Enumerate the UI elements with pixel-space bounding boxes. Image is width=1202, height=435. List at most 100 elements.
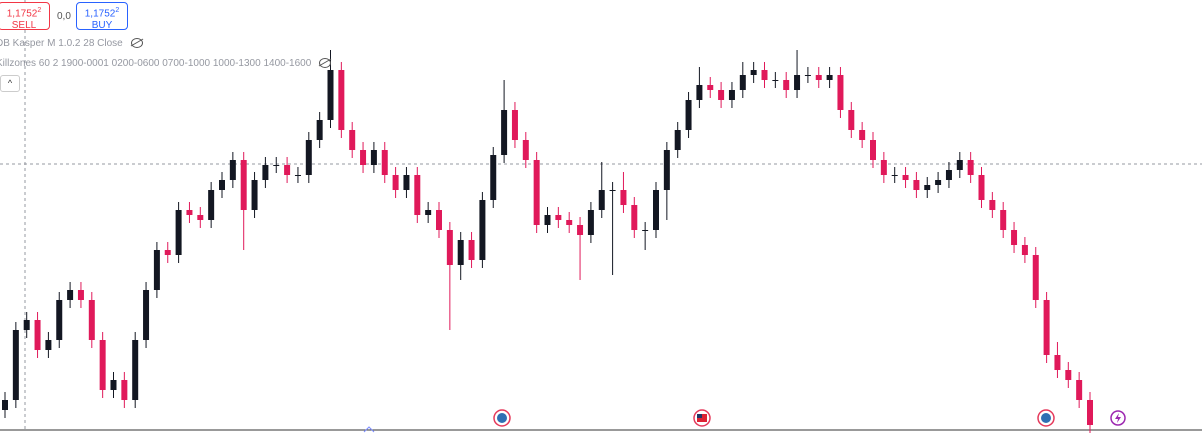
candle-body bbox=[501, 110, 508, 155]
candle-body bbox=[446, 230, 453, 265]
candle-body bbox=[381, 150, 388, 175]
candle-body bbox=[739, 75, 746, 90]
hide-icon[interactable] bbox=[319, 58, 332, 69]
candle-body bbox=[45, 340, 52, 350]
candle-body bbox=[273, 165, 280, 166]
candle-body bbox=[935, 180, 942, 185]
candle-body bbox=[685, 100, 692, 130]
collapse-button[interactable]: ^ bbox=[0, 75, 20, 92]
candle-body bbox=[1021, 245, 1028, 255]
indicator-name: Killzones 60 2 1900-0001 0200-0600 0700-… bbox=[0, 58, 312, 69]
candle-body bbox=[284, 165, 291, 175]
candle-body bbox=[1000, 210, 1007, 230]
candle-body bbox=[56, 300, 63, 340]
candle-body bbox=[967, 160, 974, 175]
candle-body bbox=[566, 220, 573, 225]
candle-body bbox=[609, 190, 616, 191]
alert-icon[interactable] bbox=[1110, 410, 1126, 426]
spread: 0,0 bbox=[57, 11, 71, 22]
candle-body bbox=[392, 175, 399, 190]
candle-body bbox=[1076, 380, 1083, 400]
candle-body bbox=[338, 70, 345, 130]
candle-body bbox=[794, 75, 801, 90]
candle-body bbox=[175, 210, 182, 255]
candle-body bbox=[945, 170, 952, 180]
candle-body bbox=[1087, 400, 1093, 425]
candle-body bbox=[197, 215, 204, 220]
candle-body bbox=[631, 205, 638, 230]
buy-price-pip: 2 bbox=[115, 7, 120, 14]
candle-body bbox=[555, 215, 562, 220]
indicator-legend[interactable]: DB Kasper M 1.0.2 28 Close bbox=[0, 38, 143, 49]
candle-body bbox=[1032, 255, 1039, 300]
sell-price: 1,1752 bbox=[6, 8, 38, 20]
candle-body bbox=[511, 110, 518, 140]
candle-body bbox=[1043, 300, 1050, 355]
candle-body bbox=[696, 85, 703, 100]
candle-body bbox=[1054, 355, 1061, 370]
candle-body bbox=[164, 250, 171, 255]
candle-body bbox=[208, 190, 215, 220]
candle-body bbox=[327, 70, 334, 120]
candle-body bbox=[143, 290, 150, 340]
event-icon[interactable] bbox=[493, 409, 511, 427]
candle-body bbox=[880, 160, 887, 175]
candle-body bbox=[577, 225, 584, 235]
candle-body bbox=[425, 210, 432, 215]
candle-body bbox=[294, 175, 301, 176]
candle-body bbox=[153, 250, 160, 290]
candle-body bbox=[804, 75, 811, 76]
candle-body bbox=[902, 175, 909, 180]
candle-body bbox=[23, 320, 30, 330]
candle-body bbox=[99, 340, 106, 390]
candle-body bbox=[533, 160, 540, 225]
candle-body bbox=[110, 380, 117, 390]
candle-body bbox=[891, 175, 898, 176]
candle-body bbox=[837, 75, 844, 110]
candle-body bbox=[544, 215, 551, 225]
event-icon[interactable] bbox=[693, 409, 711, 427]
candle-body bbox=[240, 160, 247, 210]
time-marker bbox=[363, 426, 375, 433]
buy-button[interactable]: 1,17522 BUY bbox=[76, 2, 128, 32]
candle-body bbox=[598, 190, 605, 210]
candle-body bbox=[457, 240, 464, 265]
candle-body bbox=[718, 90, 725, 100]
candle-body bbox=[67, 290, 74, 300]
candle-body bbox=[262, 165, 269, 180]
candle-body bbox=[132, 340, 139, 400]
candle-body bbox=[1011, 230, 1018, 245]
candle-body bbox=[783, 80, 790, 90]
candle-body bbox=[761, 70, 768, 80]
candle-body bbox=[750, 70, 757, 75]
candle-body bbox=[229, 160, 236, 180]
hide-icon[interactable] bbox=[130, 38, 143, 49]
candle-body bbox=[522, 140, 529, 160]
candle-body bbox=[305, 140, 312, 175]
candle-body bbox=[370, 150, 377, 165]
buy-label: BUY bbox=[91, 20, 113, 32]
candle-body bbox=[978, 175, 985, 200]
candle-body bbox=[34, 320, 41, 350]
candle-body bbox=[436, 210, 442, 230]
candle-body bbox=[674, 130, 681, 150]
candle-body bbox=[924, 185, 931, 190]
candle-body bbox=[653, 190, 659, 230]
candle-body bbox=[490, 155, 497, 200]
candle-body bbox=[77, 290, 84, 300]
candle-body bbox=[479, 200, 486, 260]
candle-body bbox=[772, 80, 779, 81]
candle-body bbox=[663, 150, 670, 190]
candle-body bbox=[2, 400, 8, 410]
sell-price-pip: 2 bbox=[37, 7, 42, 14]
candle-body bbox=[728, 90, 735, 100]
candle-body bbox=[707, 85, 714, 90]
indicator-legend[interactable]: Killzones 60 2 1900-0001 0200-0600 0700-… bbox=[0, 58, 332, 69]
event-icon[interactable] bbox=[1037, 409, 1055, 427]
candle-body bbox=[403, 175, 410, 190]
indicator-name: DB Kasper M 1.0.2 28 Close bbox=[0, 38, 123, 49]
sell-button[interactable]: 1,17522 SELL bbox=[0, 2, 50, 31]
candle-body bbox=[587, 210, 594, 235]
candle-body bbox=[219, 180, 225, 190]
